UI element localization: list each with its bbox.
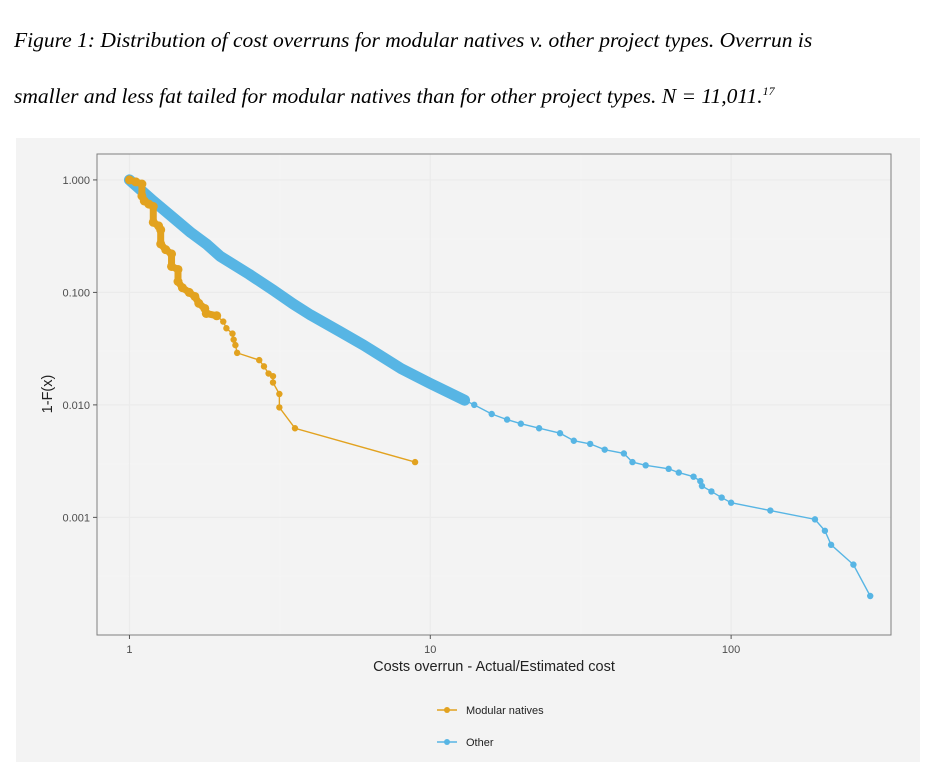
- axes: 1 10 100 1.000 0.100 0.010 0.001: [62, 175, 740, 656]
- data-point: [201, 239, 211, 249]
- series-line-modular-natives: [216, 315, 416, 463]
- data-point: [718, 494, 725, 501]
- data-point: [256, 356, 263, 364]
- x-tick-label: 100: [722, 644, 740, 656]
- y-tick-label: 1.000: [62, 175, 90, 187]
- data-point: [727, 499, 735, 506]
- legend: Modular natives Other: [437, 705, 544, 749]
- data-point: [190, 291, 200, 301]
- data-point: [173, 264, 183, 274]
- data-point: [850, 561, 857, 568]
- data-point: [268, 285, 278, 295]
- caption-line-2-text: smaller and less fat tailed for modular …: [14, 84, 763, 108]
- caption-line-1: Figure 1: Distribution of cost overruns …: [14, 28, 813, 52]
- y-tick-label: 0.100: [62, 287, 90, 299]
- data-point: [503, 416, 511, 423]
- data-point: [194, 298, 204, 308]
- legend-label: Other: [466, 737, 494, 749]
- data-point: [186, 228, 196, 238]
- data-point: [233, 349, 241, 357]
- data-point: [708, 488, 715, 495]
- data-point: [220, 318, 227, 325]
- data-point: [698, 482, 706, 490]
- data-point: [821, 527, 829, 534]
- data-point: [306, 310, 316, 320]
- data-point: [767, 507, 774, 514]
- data-point: [269, 379, 277, 386]
- data-point: [244, 269, 254, 279]
- data-point: [535, 425, 543, 432]
- data-point: [276, 404, 283, 411]
- data-point: [570, 437, 578, 444]
- data-point: [517, 420, 525, 427]
- data-point: [260, 363, 268, 370]
- data-point: [867, 592, 874, 600]
- data-point: [642, 462, 649, 469]
- x-tick-label: 10: [424, 644, 436, 656]
- data-point: [620, 450, 628, 457]
- data-point: [168, 213, 178, 223]
- footnote-reference: 17: [762, 83, 775, 98]
- data-point: [230, 336, 237, 343]
- data-point: [269, 372, 277, 380]
- data-point: [148, 202, 158, 212]
- plot-panel-border: [96, 153, 892, 636]
- data-point: [675, 469, 682, 476]
- data-point: [288, 299, 298, 309]
- legend-label: Modular natives: [466, 705, 544, 717]
- x-axis-title: Costs overrun - Actual/Estimated cost: [373, 659, 615, 675]
- data-point: [460, 395, 470, 405]
- legend-key-point: [444, 739, 450, 745]
- data-point: [215, 251, 225, 261]
- data-point: [396, 364, 406, 374]
- series-line-other: [464, 399, 871, 597]
- data-point: [411, 458, 419, 466]
- figure-caption: Figure 1: Distribution of cost overruns …: [14, 12, 919, 124]
- data-point: [291, 425, 299, 432]
- x-tick-label: 1: [126, 644, 132, 656]
- data-point: [229, 330, 236, 337]
- caption-line-2: smaller and less fat tailed for modular …: [14, 68, 919, 124]
- data-point: [167, 249, 177, 259]
- y-tick-label: 0.001: [62, 512, 90, 524]
- data-point: [156, 225, 166, 235]
- data-point: [425, 378, 435, 388]
- overrun-distribution-chart: 1 10 100 1.000 0.100 0.010 0.001 Costs overrun…: [40, 153, 892, 749]
- data-point: [335, 326, 345, 336]
- data-point: [137, 179, 147, 189]
- data-point: [232, 341, 239, 349]
- series-layer: [123, 174, 874, 600]
- data-point: [276, 390, 283, 398]
- data-point: [212, 311, 222, 321]
- data-point: [359, 340, 369, 350]
- data-point: [201, 308, 211, 318]
- data-point: [556, 430, 564, 437]
- chart-figure: 1 10 100 1.000 0.100 0.010 0.001 Costs overrun…: [16, 138, 920, 762]
- data-point: [471, 401, 478, 409]
- data-point: [488, 410, 495, 418]
- data-point: [665, 465, 672, 473]
- data-point: [223, 325, 230, 332]
- y-tick-label: 0.010: [62, 400, 90, 412]
- data-point: [690, 473, 697, 480]
- grid-lines: [97, 154, 891, 635]
- data-point: [177, 283, 187, 293]
- data-point: [586, 440, 594, 448]
- data-point: [697, 477, 704, 485]
- data-point: [601, 446, 608, 453]
- data-point: [827, 541, 835, 549]
- data-point: [173, 277, 183, 287]
- data-point: [629, 458, 636, 466]
- legend-key-point: [444, 707, 450, 713]
- y-axis-title: 1-F(x): [40, 375, 56, 414]
- data-point: [811, 516, 819, 523]
